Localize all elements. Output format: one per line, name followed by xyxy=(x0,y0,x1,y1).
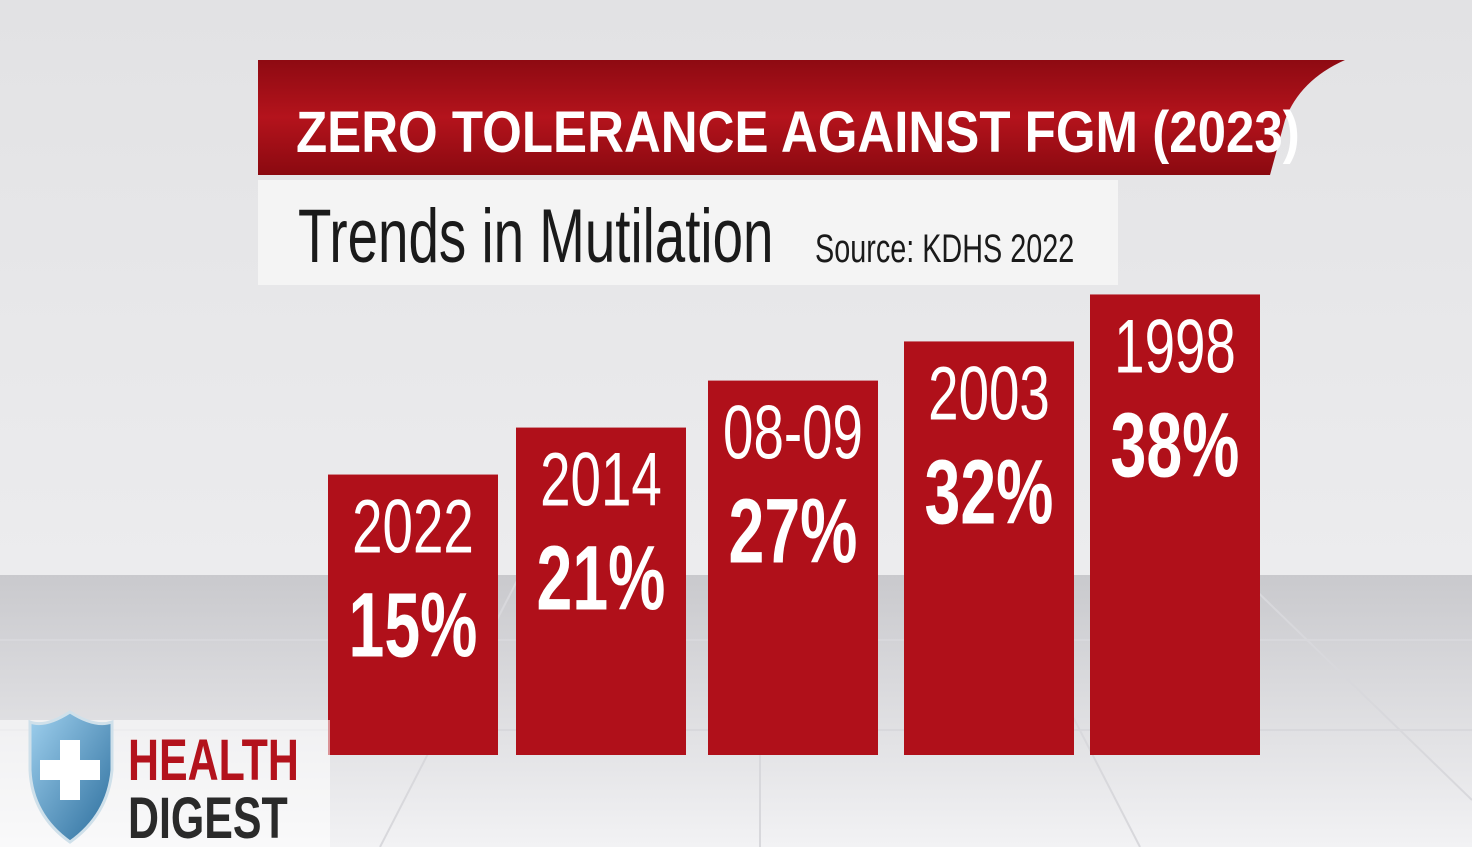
logo-line2: DIGEST xyxy=(128,786,288,847)
logo: HEALTH DIGEST xyxy=(0,710,330,847)
bar-value-label: 38% xyxy=(1111,393,1240,496)
logo-line1: HEALTH xyxy=(128,728,299,793)
bar-value-label: 21% xyxy=(537,526,666,629)
bar-value-label: 15% xyxy=(349,573,478,676)
chart-subtitle: Trends in Mutilation xyxy=(298,194,773,279)
bar xyxy=(708,380,878,755)
chart-title: ZERO TOLERANCE AGAINST FGM (2023) xyxy=(296,100,1300,165)
logo-cross xyxy=(40,740,100,800)
bar-category: 2003 xyxy=(928,352,1050,437)
bar-category: 08-09 xyxy=(723,391,863,476)
bar-value-label: 32% xyxy=(925,440,1054,543)
bar xyxy=(516,427,686,755)
bar-category: 2022 xyxy=(352,485,474,570)
bar xyxy=(328,474,498,755)
bar-category: 2014 xyxy=(540,438,662,523)
bar-category: 1998 xyxy=(1114,305,1236,390)
title-banner xyxy=(258,60,1345,175)
bar-value-label: 27% xyxy=(729,479,858,582)
subtitle-box xyxy=(258,180,1118,285)
source-note: Source: KDHS 2022 xyxy=(815,226,1074,271)
bar xyxy=(1090,294,1260,755)
bar xyxy=(904,341,1074,755)
